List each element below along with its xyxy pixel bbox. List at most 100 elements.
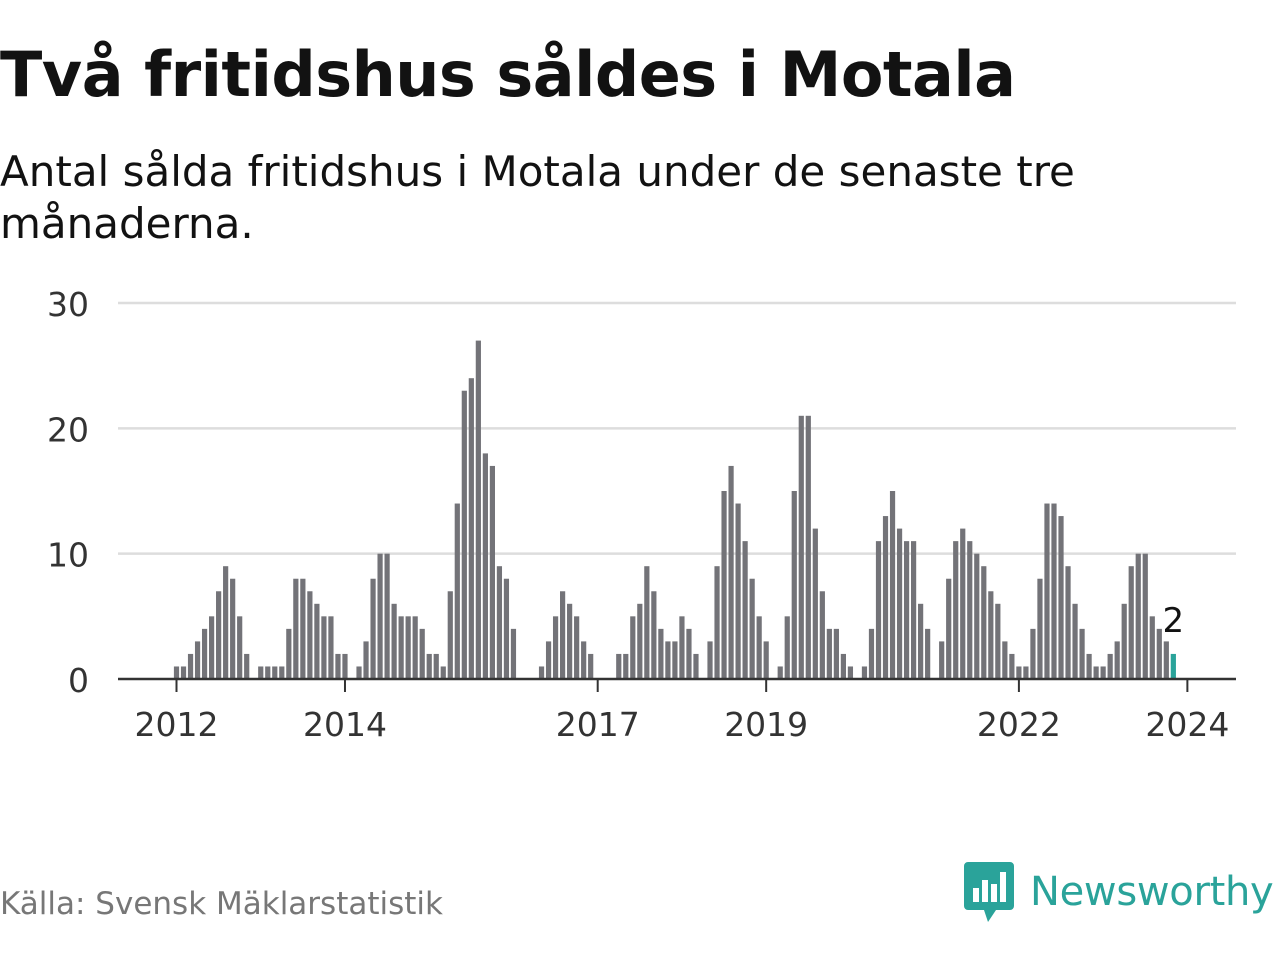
bar [489, 465, 495, 679]
bar [342, 653, 348, 679]
bar [447, 591, 453, 679]
bar [1121, 603, 1127, 679]
bar [398, 616, 404, 679]
bar [1051, 503, 1057, 679]
bar [279, 666, 285, 679]
bar [644, 566, 650, 679]
bar [482, 453, 488, 679]
bar [960, 528, 966, 679]
bar [953, 541, 959, 679]
bar [1058, 516, 1064, 679]
bar [567, 603, 573, 679]
x-axis [118, 677, 1236, 692]
bar [742, 541, 748, 679]
bar-chart-speech-bubble-icon [964, 862, 1014, 922]
bar [1016, 666, 1022, 679]
bar [861, 666, 868, 679]
bar [237, 616, 243, 679]
bar [1142, 553, 1148, 679]
bar [496, 566, 503, 679]
bar [1093, 666, 1099, 679]
x-tick-label: 2014 [303, 705, 387, 744]
bar [1072, 603, 1078, 679]
bar [616, 653, 622, 679]
bar [419, 628, 425, 679]
bar [265, 666, 271, 679]
bar [1114, 641, 1120, 679]
bar [588, 653, 594, 679]
bar [454, 503, 460, 679]
bar [468, 378, 474, 679]
bar [826, 628, 832, 679]
bar [426, 653, 432, 679]
bar [405, 616, 411, 679]
y-tick-label: 20 [47, 410, 89, 449]
bar [581, 641, 587, 679]
bar [173, 666, 180, 679]
bar [1023, 666, 1029, 679]
bar [791, 491, 797, 679]
bar [623, 653, 629, 679]
x-tick-label: 2022 [977, 705, 1061, 744]
y-axis-labels: 0 10 20 30 [47, 285, 89, 700]
bar [574, 616, 580, 679]
x-axis-labels: 2012 2014 2017 2019 2022 2024 [135, 705, 1230, 744]
bar [201, 628, 208, 679]
bar [1100, 666, 1106, 679]
x-tick-label: 2012 [135, 705, 219, 744]
bar [510, 628, 517, 679]
bar [1079, 628, 1085, 679]
bar [988, 591, 994, 679]
bar-latest [1170, 653, 1176, 679]
bar [244, 653, 250, 679]
bar [728, 465, 734, 679]
bar [545, 641, 552, 679]
bar [187, 653, 194, 679]
bar [1009, 653, 1015, 679]
x-tick-label: 2024 [1145, 705, 1229, 744]
bar [637, 603, 643, 679]
bar [377, 553, 383, 679]
bar [1086, 653, 1092, 679]
bar [679, 616, 685, 679]
bar [440, 666, 446, 679]
bar [777, 666, 783, 679]
bar [391, 603, 397, 679]
bar [356, 666, 362, 679]
bar [370, 578, 376, 679]
bar [805, 415, 811, 679]
bar [981, 566, 987, 679]
bar [630, 616, 636, 679]
bar [875, 541, 882, 679]
x-tick-label: 2019 [724, 705, 808, 744]
bar [209, 616, 215, 679]
latest-value-label: 2 [1163, 601, 1185, 641]
bar [194, 641, 201, 679]
brand-logo: Newsworthy [964, 862, 1274, 922]
bar [552, 616, 559, 679]
bar [1002, 641, 1008, 679]
bar [230, 578, 236, 679]
bar [756, 616, 762, 679]
bar [749, 578, 755, 679]
bar [714, 566, 720, 679]
bar [293, 578, 299, 679]
bar [1044, 503, 1050, 679]
bar [939, 641, 945, 679]
bar [538, 666, 545, 679]
chart-subtitle: Antal sålda fritidshus i Motala under de… [0, 147, 1075, 248]
bar [889, 491, 896, 679]
bar [272, 666, 278, 679]
bar [651, 591, 657, 679]
bar [658, 628, 664, 679]
bar [882, 516, 889, 679]
bar [1149, 616, 1155, 679]
bar [896, 528, 903, 679]
bar [461, 390, 467, 679]
bar [707, 641, 713, 679]
bar [433, 653, 439, 679]
bar [686, 628, 692, 679]
gridlines [118, 301, 1236, 555]
